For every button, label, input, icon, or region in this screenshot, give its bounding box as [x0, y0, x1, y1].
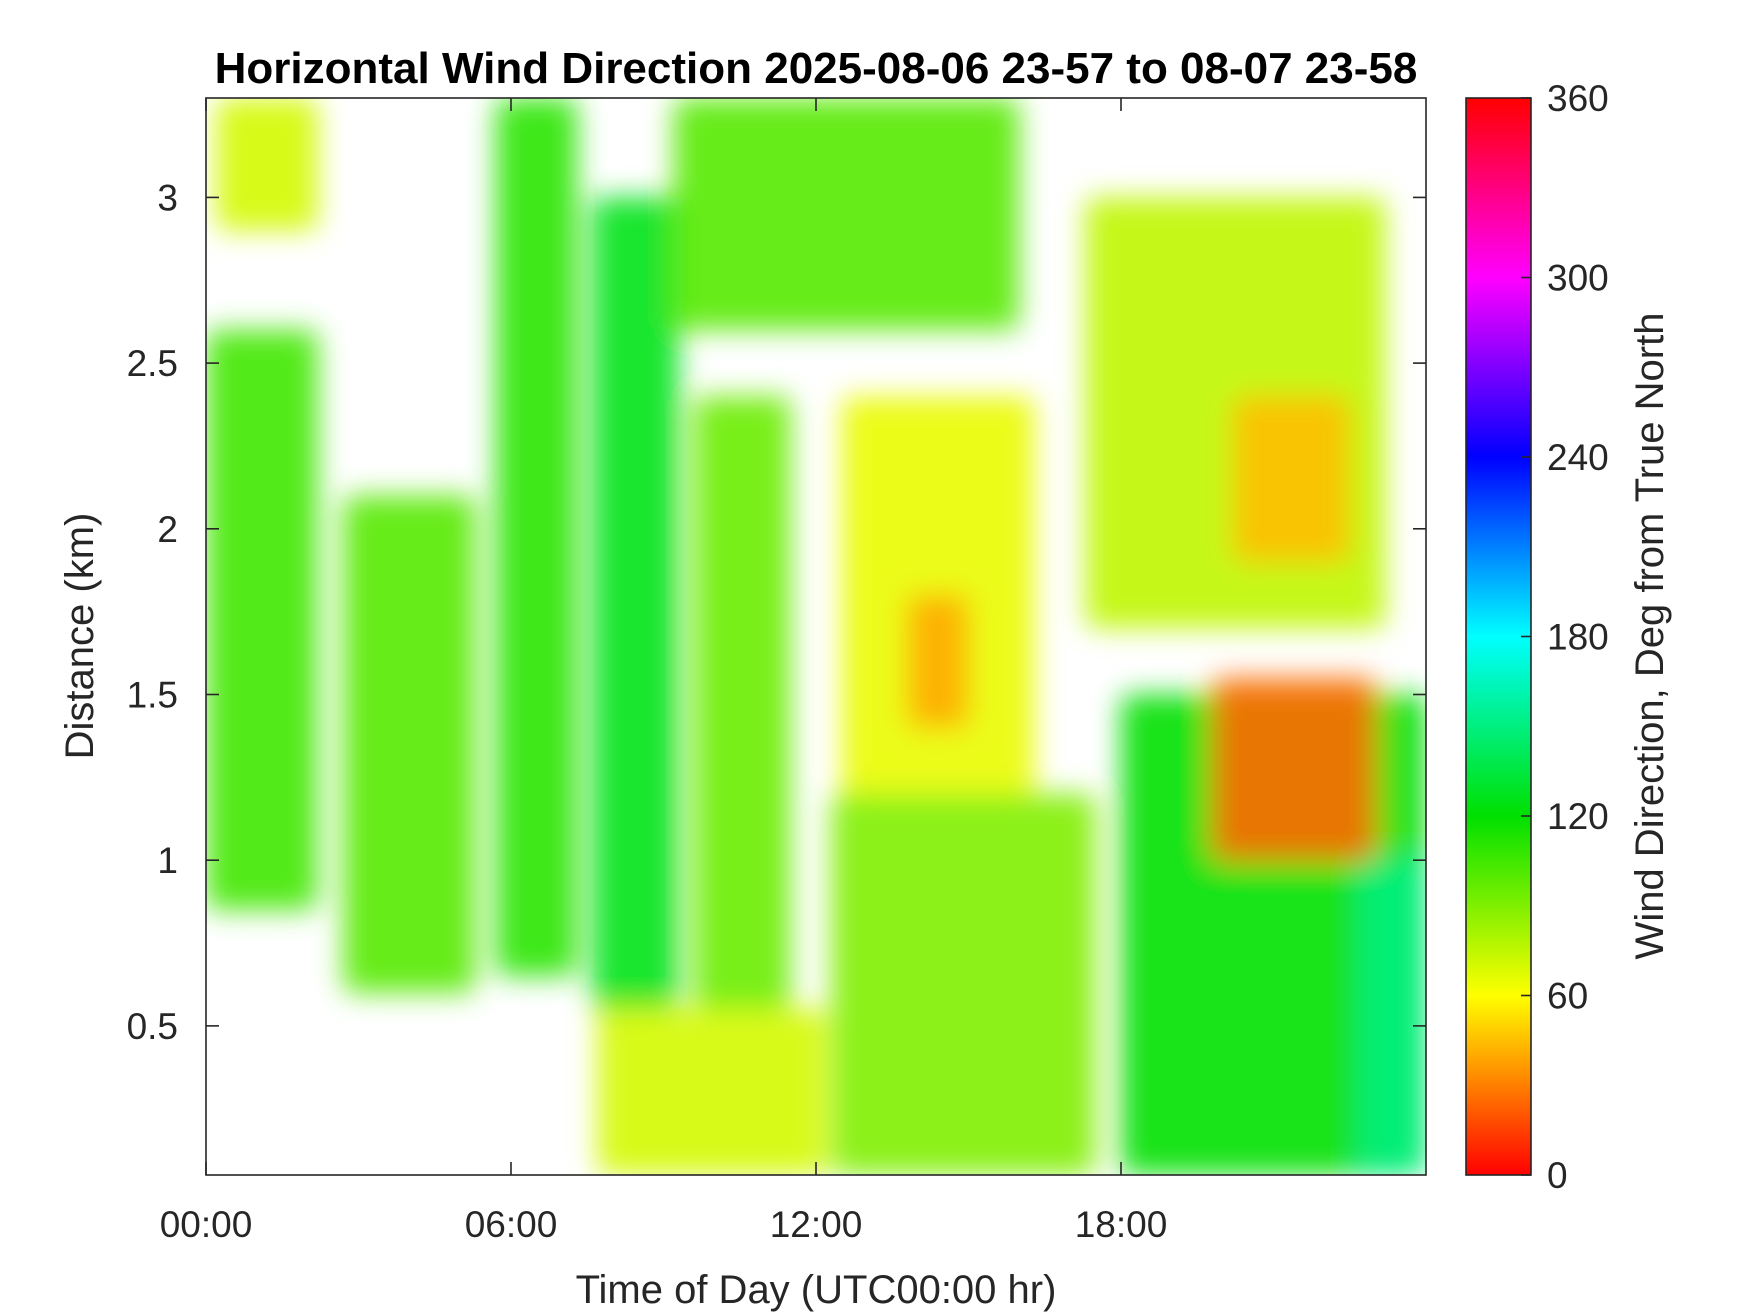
x-tick-label: 00:00	[160, 1204, 253, 1245]
heatmap-region	[1359, 860, 1426, 1175]
colorbar-tick-label: 240	[1547, 437, 1609, 478]
colorbar-tick-label: 300	[1547, 258, 1609, 299]
heatmap-region	[343, 495, 476, 993]
colorbar-ticks: 0 60 120 180 240 300 360	[1521, 78, 1609, 1196]
heatmap-region	[592, 197, 679, 1010]
colorbar-tick-label: 120	[1547, 796, 1609, 837]
y-axis-ticks: 0.5 1 1.5 2 2.5 3	[127, 177, 1426, 1047]
heatmap-region	[831, 793, 1096, 1175]
heatmap-region	[907, 595, 969, 728]
x-tick-label: 18:00	[1075, 1204, 1168, 1245]
colorbar-gradient	[1465, 97, 1532, 1176]
heatmap-region	[495, 98, 578, 977]
heatmap-region	[216, 98, 318, 231]
y-tick-label: 0.5	[127, 1006, 178, 1047]
y-tick-label: 3	[157, 177, 178, 218]
heatmap-regions	[206, 98, 1426, 1175]
heatmap-region	[1212, 677, 1376, 861]
y-axis-label: Distance (km)	[58, 513, 102, 760]
heatmap-region	[673, 98, 1020, 330]
x-tick-label: 06:00	[465, 1204, 558, 1245]
heatmap-region	[1232, 396, 1350, 562]
heatmap-region	[597, 1009, 827, 1175]
chart-title: Horizontal Wind Direction 2025-08-06 23-…	[215, 44, 1418, 93]
colorbar: 0 60 120 180 240 300 360	[1465, 78, 1609, 1196]
y-tick-label: 2	[157, 509, 178, 550]
plot-area: 00:00 06:00 12:00 18:00 0.5 1 1.5 2 2.5 3	[127, 97, 1427, 1245]
colorbar-tick-label: 60	[1547, 976, 1588, 1017]
colorbar-tick-label: 0	[1547, 1155, 1568, 1196]
x-axis-ticks: 00:00 06:00 12:00 18:00	[160, 98, 1168, 1245]
heatmap-region	[694, 396, 791, 1010]
x-tick-label: 12:00	[770, 1204, 863, 1245]
y-tick-label: 1.5	[127, 674, 178, 715]
heatmap-blur-group	[206, 98, 1426, 1175]
colorbar-tick-label: 180	[1547, 617, 1609, 658]
y-tick-label: 1	[157, 840, 178, 881]
colorbar-tick-label: 360	[1547, 78, 1609, 119]
x-axis-label: Time of Day (UTC00:00 hr)	[576, 1268, 1057, 1312]
heatmap-region	[206, 329, 318, 910]
colorbar-label: Wind Direction, Deg from True North	[1628, 313, 1672, 960]
y-tick-label: 2.5	[127, 343, 178, 384]
